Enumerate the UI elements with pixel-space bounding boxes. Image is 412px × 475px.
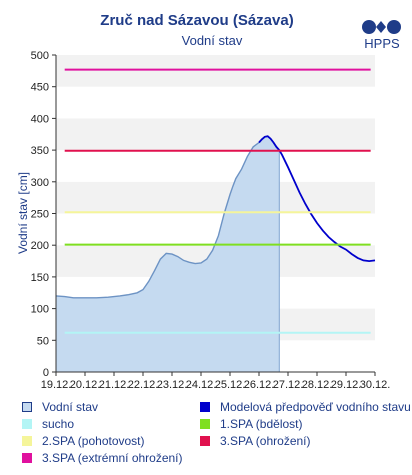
x-tick-label: 22.12. [128,379,159,391]
legend-label-sucho: sucho [42,417,75,431]
grid-bands [56,55,375,372]
x-axis-ticks: 19.12.20.12.21.12.22.12.23.12.24.12.25.1… [41,372,391,391]
x-tick-label: 30.12. [360,379,391,391]
logo-diamond [376,21,386,33]
grid-band [56,150,375,182]
legend: Vodní stav Modelová předpověď vodního st… [0,395,412,475]
threshold-lines [64,68,371,334]
legend-item-spa1: 1.SPA (bdělost) [200,417,303,431]
y-tick-label: 100 [31,304,49,316]
legend-item-predpoved: Modelová předpověď vodního stavu [200,400,411,414]
legend-item-spa3-extreme: 3.SPA (extrémní ohrožení) [22,451,183,465]
y-tick-label: 0 [43,367,49,379]
legend-item-spa3: 3.SPA (ohrožení) [200,434,311,448]
x-tick-label: 28.12. [302,379,333,391]
x-tick-label: 24.12. [186,379,217,391]
x-tick-label: 29.12. [331,379,362,391]
legend-item-vodni-stav: Vodní stav [22,400,98,414]
legend-item-spa2: 2.SPA (pohotovost) [22,434,145,448]
y-tick-label: 400 [31,113,49,125]
grid-band [56,118,375,151]
y-tick-label: 350 [31,145,49,157]
y-tick-label: 300 [31,177,49,189]
legend-swatch-spa3 [200,436,210,446]
legend-swatch-spa3-extreme [22,453,32,463]
x-tick-label: 26.12. [244,379,275,391]
y-tick-label: 150 [31,272,49,284]
grid-band [56,181,375,214]
x-tick-label: 27.12. [273,379,304,391]
x-tick-label: 23.12. [157,379,188,391]
y-tick-label: 250 [31,209,49,221]
x-tick-label: 25.12. [215,379,246,391]
chart-title: Zruč nad Sázavou (Sázava) [100,12,293,29]
grid-band [56,86,375,119]
y-tick-label: 450 [31,82,49,94]
legend-swatch-vodni-stav [22,402,32,412]
chart-subtitle: Vodní stav [182,33,243,48]
legend-label-predpoved: Modelová předpověď vodního stavu [220,400,411,414]
y-axis-ticks: 0 50 100 150 200 250 300 350 400 450 500 [31,50,56,379]
legend-label-spa1: 1.SPA (bdělost) [220,417,303,431]
x-tick-label: 21.12. [99,379,130,391]
legend-item-sucho: sucho [22,417,74,431]
x-tick-label: 20.12. [70,379,101,391]
logo-text: HPPS [364,36,400,51]
x-tick-label: 19.12. [41,379,72,391]
series-line-predpoved [258,135,376,263]
grid-band [56,55,375,87]
legend-label-spa3-extreme: 3.SPA (extrémní ohrožení) [42,451,183,465]
legend-label-vodni-stav: Vodní stav [42,400,99,414]
legend-swatch-sucho [22,419,32,429]
legend-swatch-spa2 [22,436,32,446]
legend-swatch-spa1 [200,419,210,429]
y-tick-label: 200 [31,240,49,252]
grid-band [56,213,375,246]
logo-circle-right [387,20,401,34]
y-tick-label: 50 [37,335,49,347]
y-axis-label: Vodní stav [cm] [16,172,30,254]
legend-swatch-predpoved [200,402,210,412]
series-layer [55,135,376,372]
y-tick-label: 500 [31,50,49,62]
legend-label-spa2: 2.SPA (pohotovost) [42,434,145,448]
legend-label-spa3: 3.SPA (ohrožení) [220,434,311,448]
chart: Zruč nad Sázavou (Sázava) Vodní stav HPP… [16,12,401,391]
logo-circle-left [362,20,376,34]
hpps-logo: HPPS [362,20,401,51]
